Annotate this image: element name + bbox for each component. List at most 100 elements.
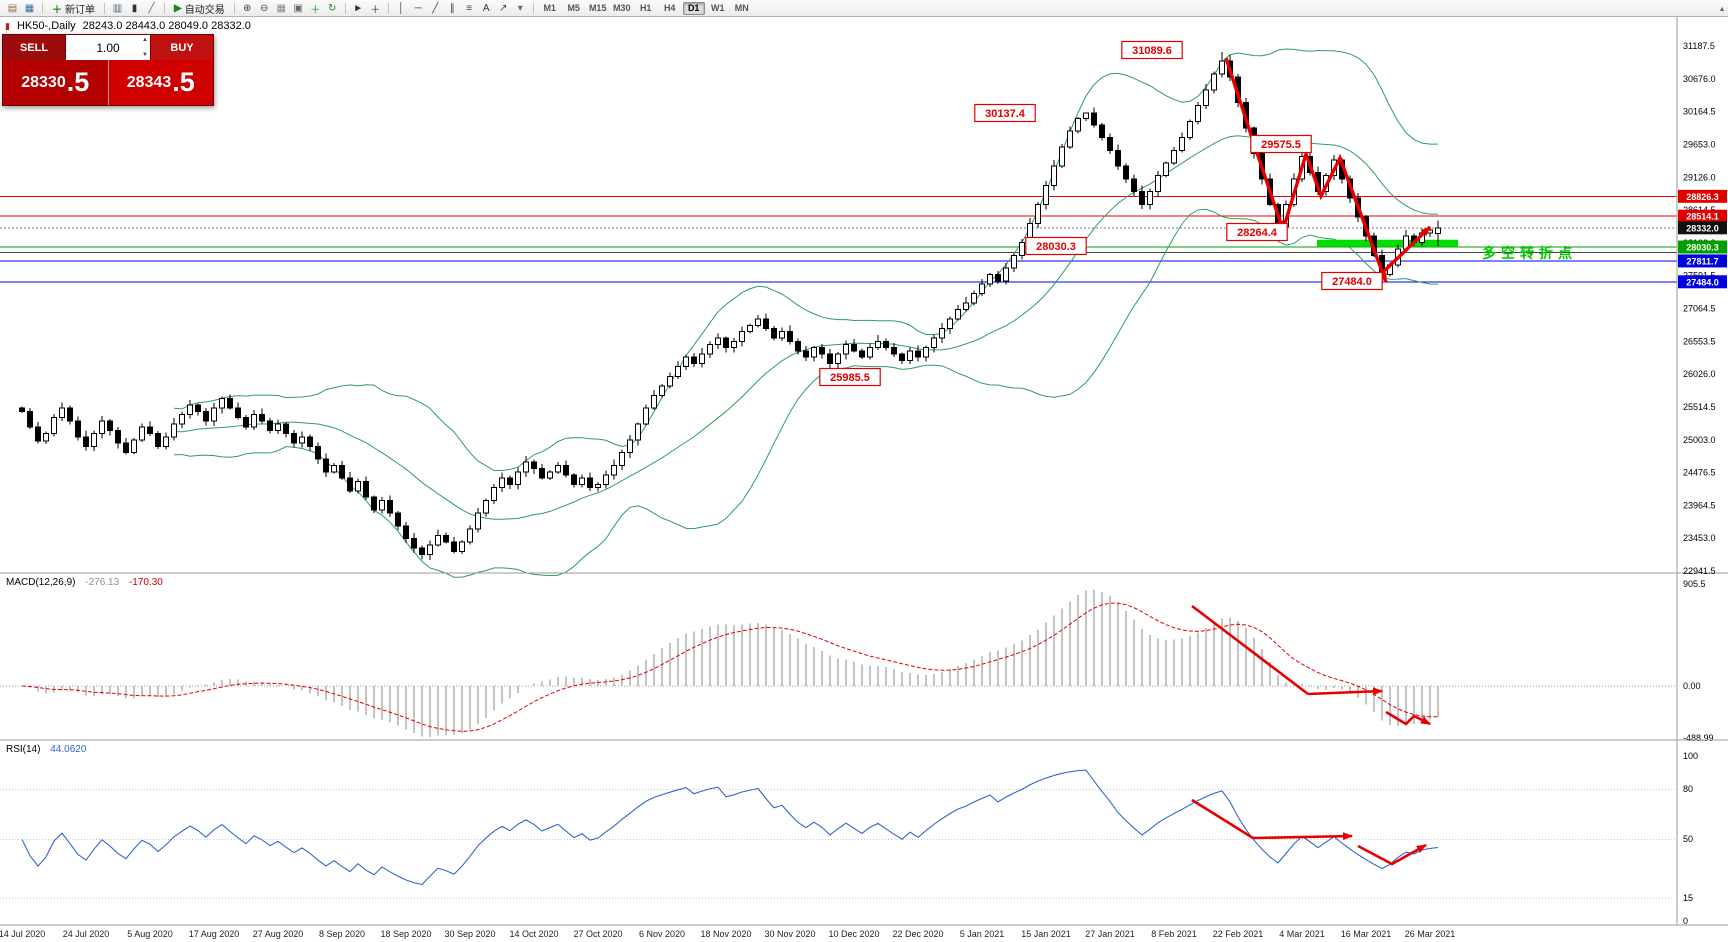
- rsi-indicator-label: RSI(14) 44.0620: [6, 744, 86, 755]
- date-axis-label: 15 Jan 2021: [1021, 929, 1071, 939]
- indicators-icon[interactable]: ＋: [310, 4, 321, 16]
- zoom-out-icon[interactable]: ⊖: [260, 2, 269, 14]
- price-axis-label: 27064.5: [1683, 304, 1716, 314]
- volume-input[interactable]: 1.00 ▲ ▼: [65, 35, 151, 60]
- crosshair-icon[interactable]: ＋: [370, 4, 381, 16]
- note-text[interactable]: 多空转折点: [1482, 245, 1577, 261]
- new-chart-icon[interactable]: ▤: [7, 2, 18, 14]
- candle-body: [1083, 112, 1089, 119]
- bar-chart-icon[interactable]: ▥: [112, 2, 123, 14]
- fibonacci-icon[interactable]: ≡: [466, 2, 473, 14]
- candle-body: [315, 445, 321, 460]
- timeframe-w1-button[interactable]: W1: [710, 3, 725, 13]
- candle-body: [995, 273, 1001, 282]
- candle-body: [443, 534, 449, 543]
- candle-body: [467, 528, 473, 543]
- date-axis-label: 4 Mar 2021: [1279, 929, 1325, 939]
- macd-main-value: -276.13: [85, 577, 120, 588]
- candle-body: [499, 477, 505, 489]
- macd-axis-label: -488.99: [1683, 733, 1714, 743]
- line-chart-icon[interactable]: ╱: [148, 2, 155, 14]
- channel-icon[interactable]: ∥: [449, 2, 455, 14]
- date-axis[interactable]: 14 Jul 2020 24 Jul 2020 5 Aug 2020 17 Aug 2…: [0, 929, 1455, 939]
- trend-arrow[interactable]: [1307, 687, 1383, 696]
- price-callout[interactable]: [1121, 40, 1183, 60]
- timeframe-d1-button[interactable]: D1: [682, 1, 705, 15]
- timeframe-h4-button[interactable]: H4: [663, 3, 676, 13]
- trend-arrow[interactable]: [1252, 832, 1353, 841]
- trendline-icon[interactable]: ╱: [432, 2, 439, 14]
- price-tag[interactable]: [1678, 240, 1727, 254]
- candlestick-chart-icon[interactable]: ▮: [131, 2, 138, 14]
- timeframe-m5-button[interactable]: M5: [567, 3, 580, 13]
- horizontal-line-icon[interactable]: ─: [414, 2, 422, 14]
- rsi-value: 44.0620: [50, 744, 87, 755]
- buy-price[interactable]: 28343 .5: [107, 60, 213, 105]
- new-order-button[interactable]: ＋ 新订单: [47, 1, 100, 16]
- volume-up-icon[interactable]: ▲: [142, 37, 148, 43]
- candle-body: [1203, 89, 1209, 107]
- trend-arrow[interactable]: [1357, 843, 1427, 866]
- price-callout-label: 27484.0: [1332, 276, 1372, 288]
- price-tag[interactable]: [1678, 254, 1727, 268]
- cursor-icon[interactable]: ►: [353, 2, 364, 14]
- toolbar-separator: [233, 2, 235, 14]
- trend-arrow[interactable]: [1191, 798, 1254, 840]
- candle-body: [211, 407, 217, 422]
- price-callout[interactable]: [1321, 271, 1383, 291]
- auto-trading-button[interactable]: ▶ 自动交易: [169, 1, 230, 16]
- price-tag[interactable]: [1678, 221, 1727, 235]
- candle-body: [827, 353, 833, 365]
- timeframe-m1-button[interactable]: M1: [543, 3, 556, 13]
- buy-button[interactable]: BUY: [151, 35, 213, 60]
- trend-arrow[interactable]: [1191, 604, 1309, 696]
- candle-body: [515, 471, 521, 486]
- rsi-name: RSI(14): [6, 744, 41, 755]
- candle-body: [619, 452, 625, 466]
- grid-icon[interactable]: ▦: [276, 2, 286, 14]
- timeframe-m30-button[interactable]: M30: [612, 3, 631, 13]
- price-callout[interactable]: [1025, 236, 1087, 256]
- candle-body: [187, 404, 193, 415]
- volume-down-icon[interactable]: ▼: [142, 52, 148, 58]
- price-tag[interactable]: [1678, 275, 1727, 289]
- candle-body: [475, 512, 481, 530]
- vertical-line-icon[interactable]: │: [398, 2, 405, 14]
- shapes-icon[interactable]: ▾: [517, 2, 523, 14]
- trend-arrow[interactable]: [1385, 710, 1431, 726]
- trend-arrow[interactable]: [1281, 148, 1388, 283]
- profiles-icon[interactable]: ▦: [24, 2, 35, 14]
- toolbar-overflow-icon[interactable]: ▴: [1719, 3, 1724, 13]
- timeframe-h1-button[interactable]: H1: [639, 3, 652, 13]
- tile-windows-icon[interactable]: ▣: [293, 2, 303, 14]
- price-callout[interactable]: [1250, 134, 1312, 154]
- price-axis-label: 25514.5: [1683, 402, 1716, 412]
- candle-body: [43, 433, 49, 442]
- refresh-icon[interactable]: ↻: [328, 2, 337, 14]
- price-callout[interactable]: [1226, 222, 1288, 242]
- date-axis-label: 10 Dec 2020: [828, 929, 879, 939]
- arrow-tool-icon[interactable]: ↗: [499, 2, 508, 14]
- price-callout-label: 29575.5: [1261, 139, 1301, 151]
- timeframe-mn-button[interactable]: MN: [734, 3, 749, 13]
- price-tag[interactable]: [1678, 209, 1727, 223]
- trend-arrow[interactable]: [1376, 225, 1432, 279]
- candle-body: [1211, 73, 1217, 91]
- date-axis-label: 5 Aug 2020: [127, 929, 173, 939]
- sell-button[interactable]: SELL: [3, 35, 65, 60]
- candle-body: [411, 538, 417, 549]
- candle-body: [75, 420, 81, 438]
- price-callout[interactable]: [819, 367, 881, 387]
- price-callout[interactable]: [974, 103, 1036, 123]
- chart-icon: ▮: [5, 20, 10, 31]
- sell-price[interactable]: 28330 .5: [3, 60, 108, 105]
- candle-body: [1171, 149, 1177, 164]
- text-label-icon[interactable]: A: [482, 2, 490, 14]
- candle-body: [347, 477, 353, 492]
- chart-plot-area[interactable]: [0, 17, 1677, 925]
- price-tag[interactable]: [1678, 189, 1727, 203]
- candle-body: [259, 413, 265, 422]
- zoom-in-icon[interactable]: ⊕: [243, 2, 252, 14]
- timeframe-m15-button[interactable]: M15: [588, 3, 607, 13]
